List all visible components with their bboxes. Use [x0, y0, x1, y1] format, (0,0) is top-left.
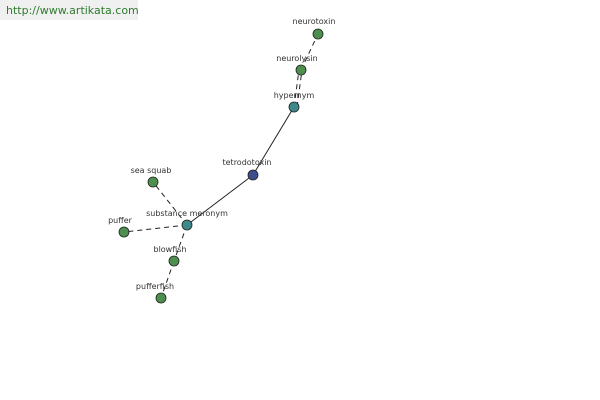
edge [186, 174, 254, 226]
node-label[interactable]: blowfish [153, 245, 186, 254]
node[interactable] [118, 226, 130, 238]
node-label[interactable]: substance meronym [146, 209, 228, 218]
node-label[interactable]: sea squab [131, 166, 172, 175]
edge [300, 33, 319, 71]
node[interactable] [181, 219, 193, 231]
edge [152, 181, 188, 226]
node-label[interactable]: neurotoxin [293, 17, 336, 26]
node-label[interactable]: neurolysin [276, 54, 318, 63]
node[interactable] [147, 176, 159, 188]
nodes: neurotoxin neurolysin hypernym tetrodoto… [108, 17, 336, 304]
node-label[interactable]: tetrodotoxin [223, 158, 272, 167]
edge [293, 69, 300, 108]
edge [123, 224, 188, 233]
node[interactable] [288, 101, 300, 113]
node[interactable] [295, 64, 307, 76]
edge [160, 260, 175, 299]
edge [296, 69, 303, 108]
node[interactable] [168, 255, 180, 267]
node-label[interactable]: pufferfish [136, 282, 174, 291]
edges [123, 33, 319, 299]
edge [252, 106, 295, 176]
url-box [0, 0, 138, 20]
node-label[interactable]: puffer [108, 216, 133, 225]
site-url[interactable]: http://www.artikata.com [6, 4, 139, 17]
node-label[interactable]: hypernym [274, 91, 315, 100]
edge [173, 224, 188, 262]
node[interactable] [155, 292, 167, 304]
node[interactable] [247, 169, 259, 181]
node[interactable] [312, 28, 324, 40]
